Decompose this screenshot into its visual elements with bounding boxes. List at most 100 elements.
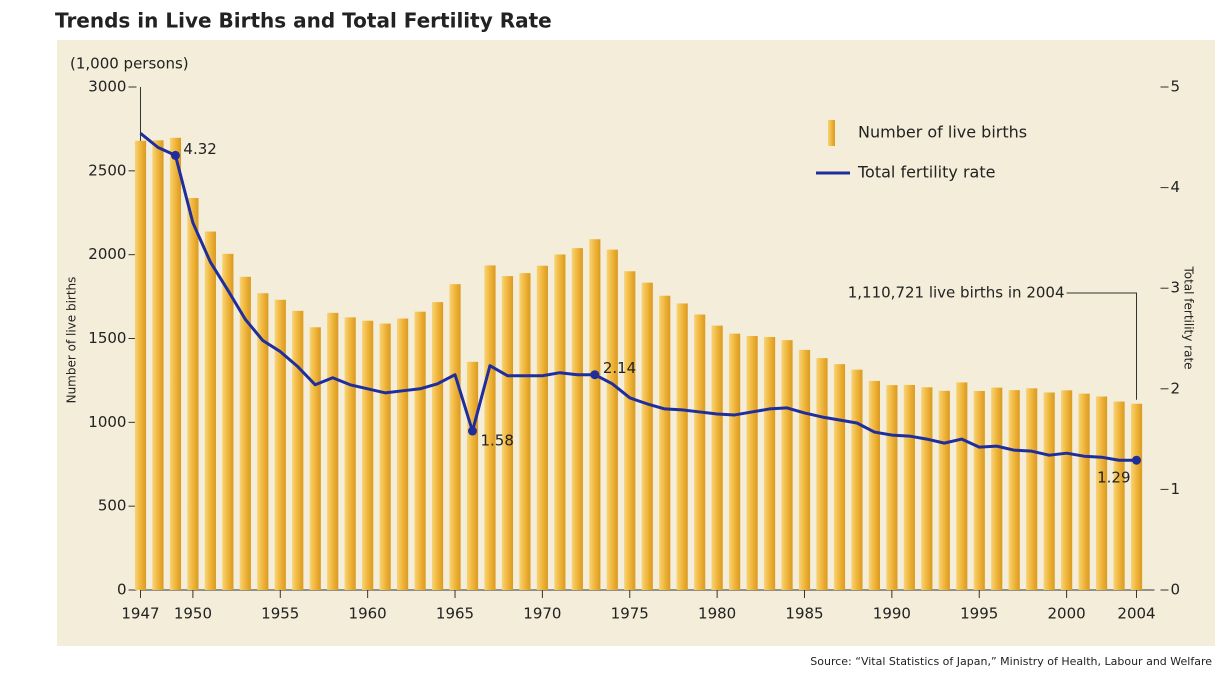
bar xyxy=(1043,392,1055,590)
x-tick-label: 1995 xyxy=(960,605,998,623)
annotation-leader xyxy=(1066,292,1138,400)
point xyxy=(590,370,600,380)
bar xyxy=(449,284,461,590)
bar xyxy=(501,276,514,590)
x-tick-label: 1965 xyxy=(436,605,474,623)
x-tick-label: 1980 xyxy=(698,605,736,623)
x-tick-label: 1985 xyxy=(785,605,823,623)
bar xyxy=(431,302,444,590)
point xyxy=(467,426,477,436)
y2-tick-label: 5 xyxy=(1171,78,1181,96)
y2-tick-label: 4 xyxy=(1171,178,1181,196)
bar xyxy=(292,310,304,590)
bar xyxy=(1061,390,1073,590)
x-tick-label: 1950 xyxy=(174,605,212,623)
bar xyxy=(746,335,758,590)
bar xyxy=(903,384,915,590)
legend-label: Total fertility rate xyxy=(857,163,995,182)
bar xyxy=(781,340,793,590)
x-tick-label: 1970 xyxy=(523,605,561,623)
y-tick-label: 2000 xyxy=(88,245,126,263)
bar xyxy=(833,364,846,590)
data-label: 2.14 xyxy=(603,359,636,377)
bar xyxy=(222,253,234,590)
bar xyxy=(536,265,548,590)
bar xyxy=(274,299,286,590)
bar xyxy=(309,327,321,590)
bar xyxy=(1026,388,1038,590)
x-tick-label: 2004 xyxy=(1117,605,1155,623)
x-tick-label: 1990 xyxy=(873,605,911,623)
bar xyxy=(554,254,566,590)
bar xyxy=(624,271,636,590)
bar xyxy=(379,323,391,590)
bar xyxy=(362,320,374,590)
annotation: 1,110,721 live births in 2004 xyxy=(848,284,1065,302)
bar xyxy=(641,282,653,590)
bar xyxy=(676,303,688,590)
x-tick-label: 2000 xyxy=(1048,605,1086,623)
bar xyxy=(868,380,880,590)
bar xyxy=(973,390,985,590)
legend-swatch xyxy=(828,120,835,146)
bar xyxy=(798,349,811,590)
bar xyxy=(921,387,933,590)
bar xyxy=(327,312,339,590)
bar xyxy=(397,318,409,590)
point xyxy=(1132,455,1142,465)
bar xyxy=(169,137,182,591)
legend-label: Number of live births xyxy=(858,123,1027,142)
bar xyxy=(711,325,723,590)
x-tick-label: 1947 xyxy=(121,605,159,623)
x-tick-label: 1960 xyxy=(349,605,387,623)
bar xyxy=(816,358,828,590)
y-tick-label: 3000 xyxy=(88,78,126,96)
y-tick-label: 500 xyxy=(98,497,127,515)
bar xyxy=(414,311,426,590)
bar xyxy=(257,293,269,590)
y-tick-label: 0 xyxy=(117,581,127,599)
bar xyxy=(886,385,898,590)
x-tick-label: 1955 xyxy=(261,605,299,623)
data-label: 1.58 xyxy=(480,432,513,450)
source: Source: “Vital Statistics of Japan,” Min… xyxy=(810,655,1212,668)
line xyxy=(139,132,1137,462)
bar xyxy=(571,248,583,590)
bar xyxy=(134,140,147,591)
y-tick-label: 1500 xyxy=(88,329,126,347)
y2-axis-label: Total fertility rate xyxy=(1182,265,1196,369)
bar xyxy=(851,369,863,590)
bar xyxy=(659,295,671,590)
y-unit: (1,000 persons) xyxy=(70,55,189,73)
point xyxy=(170,150,180,160)
bar xyxy=(1008,390,1020,590)
bar xyxy=(956,382,968,590)
y2-tick-label: 2 xyxy=(1171,379,1181,397)
bar xyxy=(606,249,618,591)
y2-tick-label: 3 xyxy=(1171,279,1181,297)
x-tick-label: 1975 xyxy=(611,605,649,623)
bar xyxy=(1078,393,1090,590)
bar xyxy=(187,197,199,590)
bar xyxy=(729,333,741,590)
bar xyxy=(519,273,531,590)
y-tick-label: 1000 xyxy=(88,413,126,431)
bar xyxy=(204,231,216,590)
data-label: 1.29 xyxy=(1097,469,1130,487)
bar xyxy=(694,314,706,590)
bar xyxy=(938,390,950,590)
bar xyxy=(484,265,496,590)
data-label: 4.32 xyxy=(183,140,216,158)
bar xyxy=(1113,401,1125,590)
bar xyxy=(152,140,164,590)
y2-tick-label: 0 xyxy=(1171,581,1181,599)
bar xyxy=(1130,403,1143,590)
bar xyxy=(344,317,356,590)
y2-tick-label: 1 xyxy=(1171,480,1181,498)
y-tick-label: 2500 xyxy=(88,161,126,179)
chart-title: Trends in Live Births and Total Fertilit… xyxy=(55,9,552,33)
bar xyxy=(589,239,601,590)
bar xyxy=(1095,396,1108,590)
bar xyxy=(991,387,1003,590)
